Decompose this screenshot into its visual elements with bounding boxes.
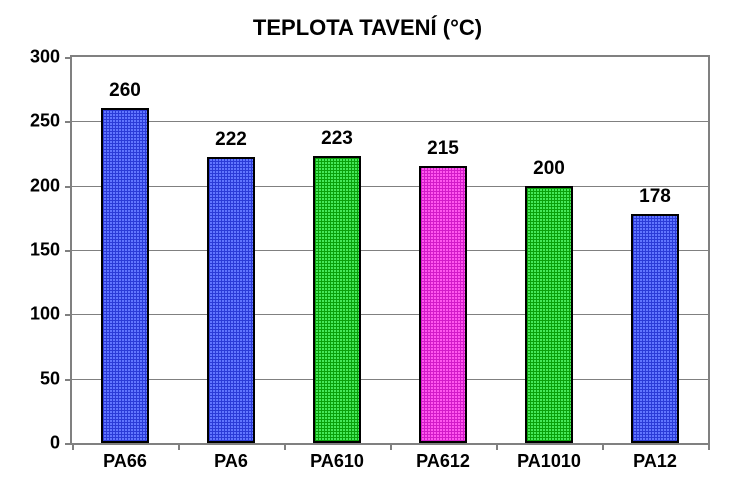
bar-value-label: 215 [393,138,493,160]
y-tick-mark [65,443,72,445]
y-tick-mark [65,121,72,123]
plot-area: 260222223215200178 PA66PA6PA610PA612PA10… [70,55,710,445]
x-tick-mark [284,443,286,450]
x-category-label: PA612 [416,451,470,472]
bar-PA6 [207,157,256,443]
y-tick-mark [65,250,72,252]
x-tick-mark [708,443,710,450]
bar-value-label: 223 [287,128,387,150]
chart-container: TEPLOTA TAVENÍ (°C) 0 50 100 150 200 250 300 2… [0,0,745,504]
x-tick-mark [496,443,498,450]
y-tick-mark [65,57,72,59]
bar-value-label: 178 [605,186,705,208]
x-category-label: PA610 [310,451,364,472]
x-category-label: PA1010 [517,451,581,472]
bar-value-label: 260 [75,80,175,102]
y-tick-label: 100 [0,304,60,325]
bar-PA66 [101,108,150,443]
bar-PA1010 [525,186,574,443]
x-tick-mark [602,443,604,450]
y-tick-mark [65,186,72,188]
y-tick-mark [65,314,72,316]
y-tick-mark [65,379,72,381]
bar-PA612 [419,166,468,443]
chart-title: TEPLOTA TAVENÍ (°C) [10,15,725,41]
x-category-label: PA12 [633,451,677,472]
y-tick-label: 0 [0,433,60,454]
y-tick-label: 50 [0,368,60,389]
y-tick-label: 150 [0,240,60,261]
bar-value-label: 200 [499,158,599,180]
y-tick-label: 300 [0,47,60,68]
x-category-label: PA66 [103,451,147,472]
bar-value-label: 222 [181,129,281,151]
x-tick-mark [72,443,74,450]
bars-layer: 260 222 223 215 200 178 [72,57,708,443]
bar-PA12 [631,214,680,443]
bar-PA610 [313,156,362,443]
y-tick-label: 250 [0,111,60,132]
x-tick-mark [178,443,180,450]
x-tick-mark [390,443,392,450]
x-category-label: PA6 [214,451,248,472]
y-tick-label: 200 [0,175,60,196]
